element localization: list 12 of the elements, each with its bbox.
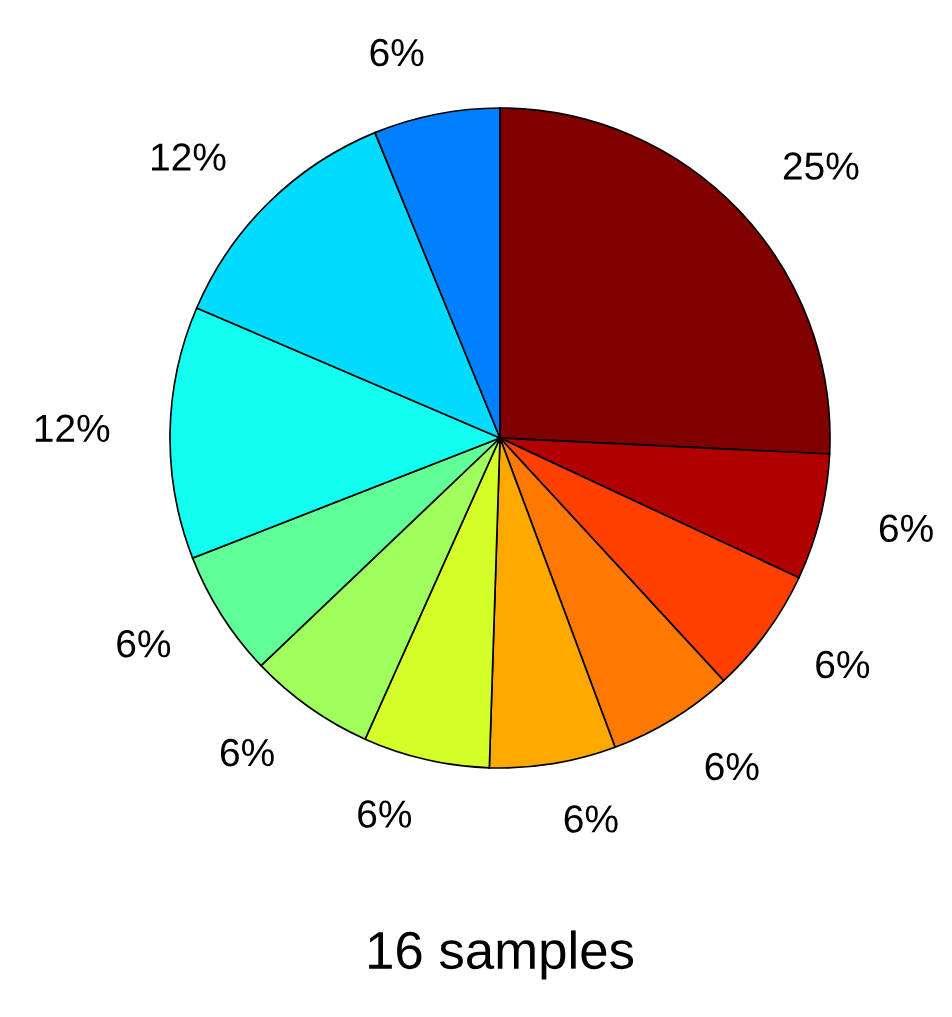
data-label: 6% [370,38,424,67]
data-label: 6% [816,650,870,679]
data-label: 6% [564,805,618,833]
data-label: 6% [220,738,274,767]
data-label: 12% [152,143,226,171]
data-label: 12% [35,414,110,442]
text: 16 samples [369,930,634,980]
data-label: 6% [358,800,412,828]
data-label: 6% [879,514,933,543]
data-label: 6% [705,752,759,781]
data-label: 6% [117,629,171,658]
data-label: 25% [783,152,859,180]
